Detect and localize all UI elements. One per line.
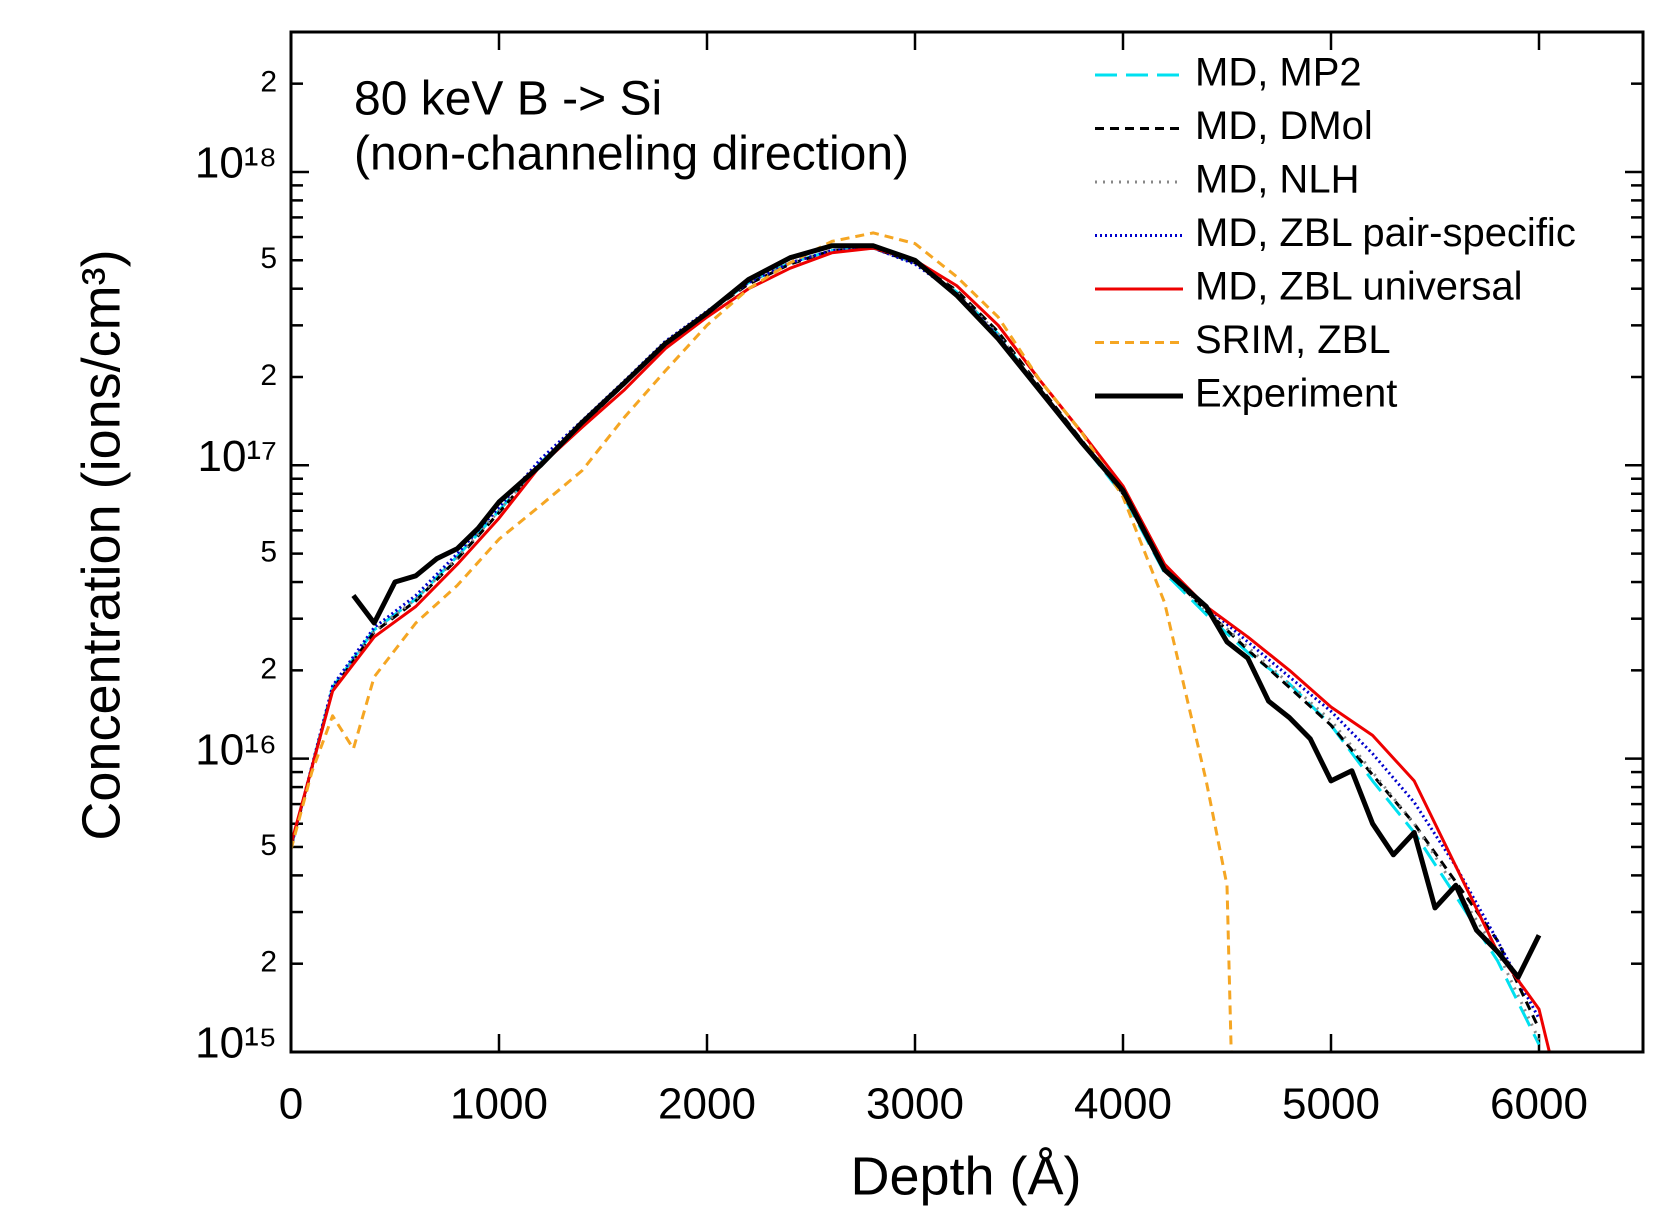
y-tick-label: 5 <box>260 242 277 275</box>
plot-frame <box>289 30 1645 1054</box>
y-tick-label: 10¹⁷ <box>197 432 277 481</box>
x-tick-label: 5000 <box>1282 1080 1380 1129</box>
series-line <box>291 246 1541 1020</box>
y-tick-label: 5 <box>260 829 277 862</box>
series-line <box>291 246 1541 1041</box>
series-line <box>291 246 1541 1030</box>
y-tick-label: 10¹⁶ <box>195 725 277 774</box>
y-tick-label: 2 <box>260 66 277 99</box>
x-tick-label: 3000 <box>866 1080 964 1129</box>
legend-label: MD, NLH <box>1195 158 1359 202</box>
annotation: 80 keV B -> Si <box>354 73 662 126</box>
series-line <box>351 243 1542 980</box>
y-tick-label: 10¹⁸ <box>195 139 277 188</box>
x-tick-label: 2000 <box>658 1080 756 1129</box>
y-tick-label: 5 <box>260 536 277 569</box>
y-tick-label: 2 <box>260 946 277 979</box>
x-tick-label: 1000 <box>450 1080 548 1129</box>
x-tick-label: 4000 <box>1074 1080 1172 1129</box>
y-axis-label: Concentration (ions/cm³) <box>71 249 131 840</box>
series-line <box>291 231 1233 1052</box>
y-tick-label: 10¹⁵ <box>195 1019 277 1068</box>
y-tick-label: 2 <box>260 652 277 685</box>
x-tick-label: 6000 <box>1490 1080 1588 1129</box>
legend-label: MD, ZBL pair-specific <box>1195 211 1576 255</box>
legend-label: MD, DMol <box>1195 104 1373 148</box>
x-tick-label: 0 <box>279 1080 303 1129</box>
legend-label: MD, ZBL universal <box>1195 265 1523 309</box>
x-axis-label: Depth (Å) <box>850 1146 1081 1206</box>
annotation: (non-channeling direction) <box>354 128 909 181</box>
legend-label: MD, MP2 <box>1195 51 1362 95</box>
legend-label: SRIM, ZBL <box>1195 318 1391 362</box>
series-line <box>291 246 1541 1046</box>
legend-label: Experiment <box>1195 372 1397 416</box>
series-line <box>291 246 1551 1052</box>
y-tick-label: 2 <box>260 359 277 392</box>
